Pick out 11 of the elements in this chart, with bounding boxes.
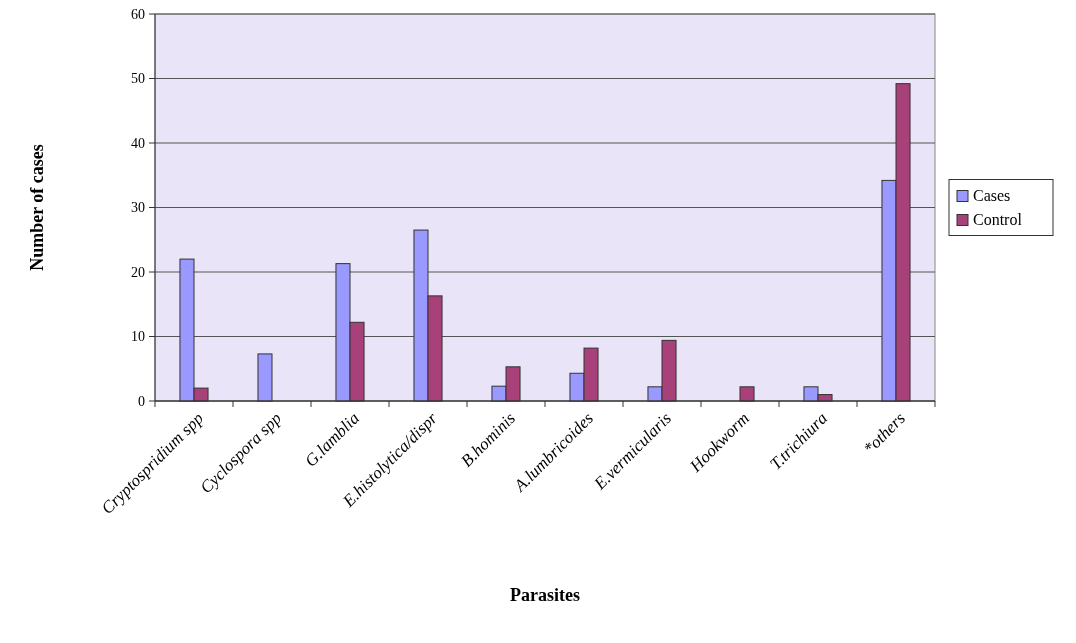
y-tick-label: 50: [131, 71, 145, 87]
y-tick-label: 10: [131, 329, 145, 345]
y-tick-label: 40: [131, 135, 145, 151]
y-tick-label: 0: [138, 393, 145, 409]
y-tick-label: 20: [131, 264, 145, 280]
y-tick-label: 60: [131, 6, 145, 22]
legend-label: Control: [973, 211, 1023, 229]
y-tick-label: 30: [131, 200, 145, 216]
y-axis-title: Number of cases: [27, 144, 47, 271]
legend-label: Cases: [973, 187, 1011, 205]
x-axis-title: Parasites: [510, 585, 580, 605]
